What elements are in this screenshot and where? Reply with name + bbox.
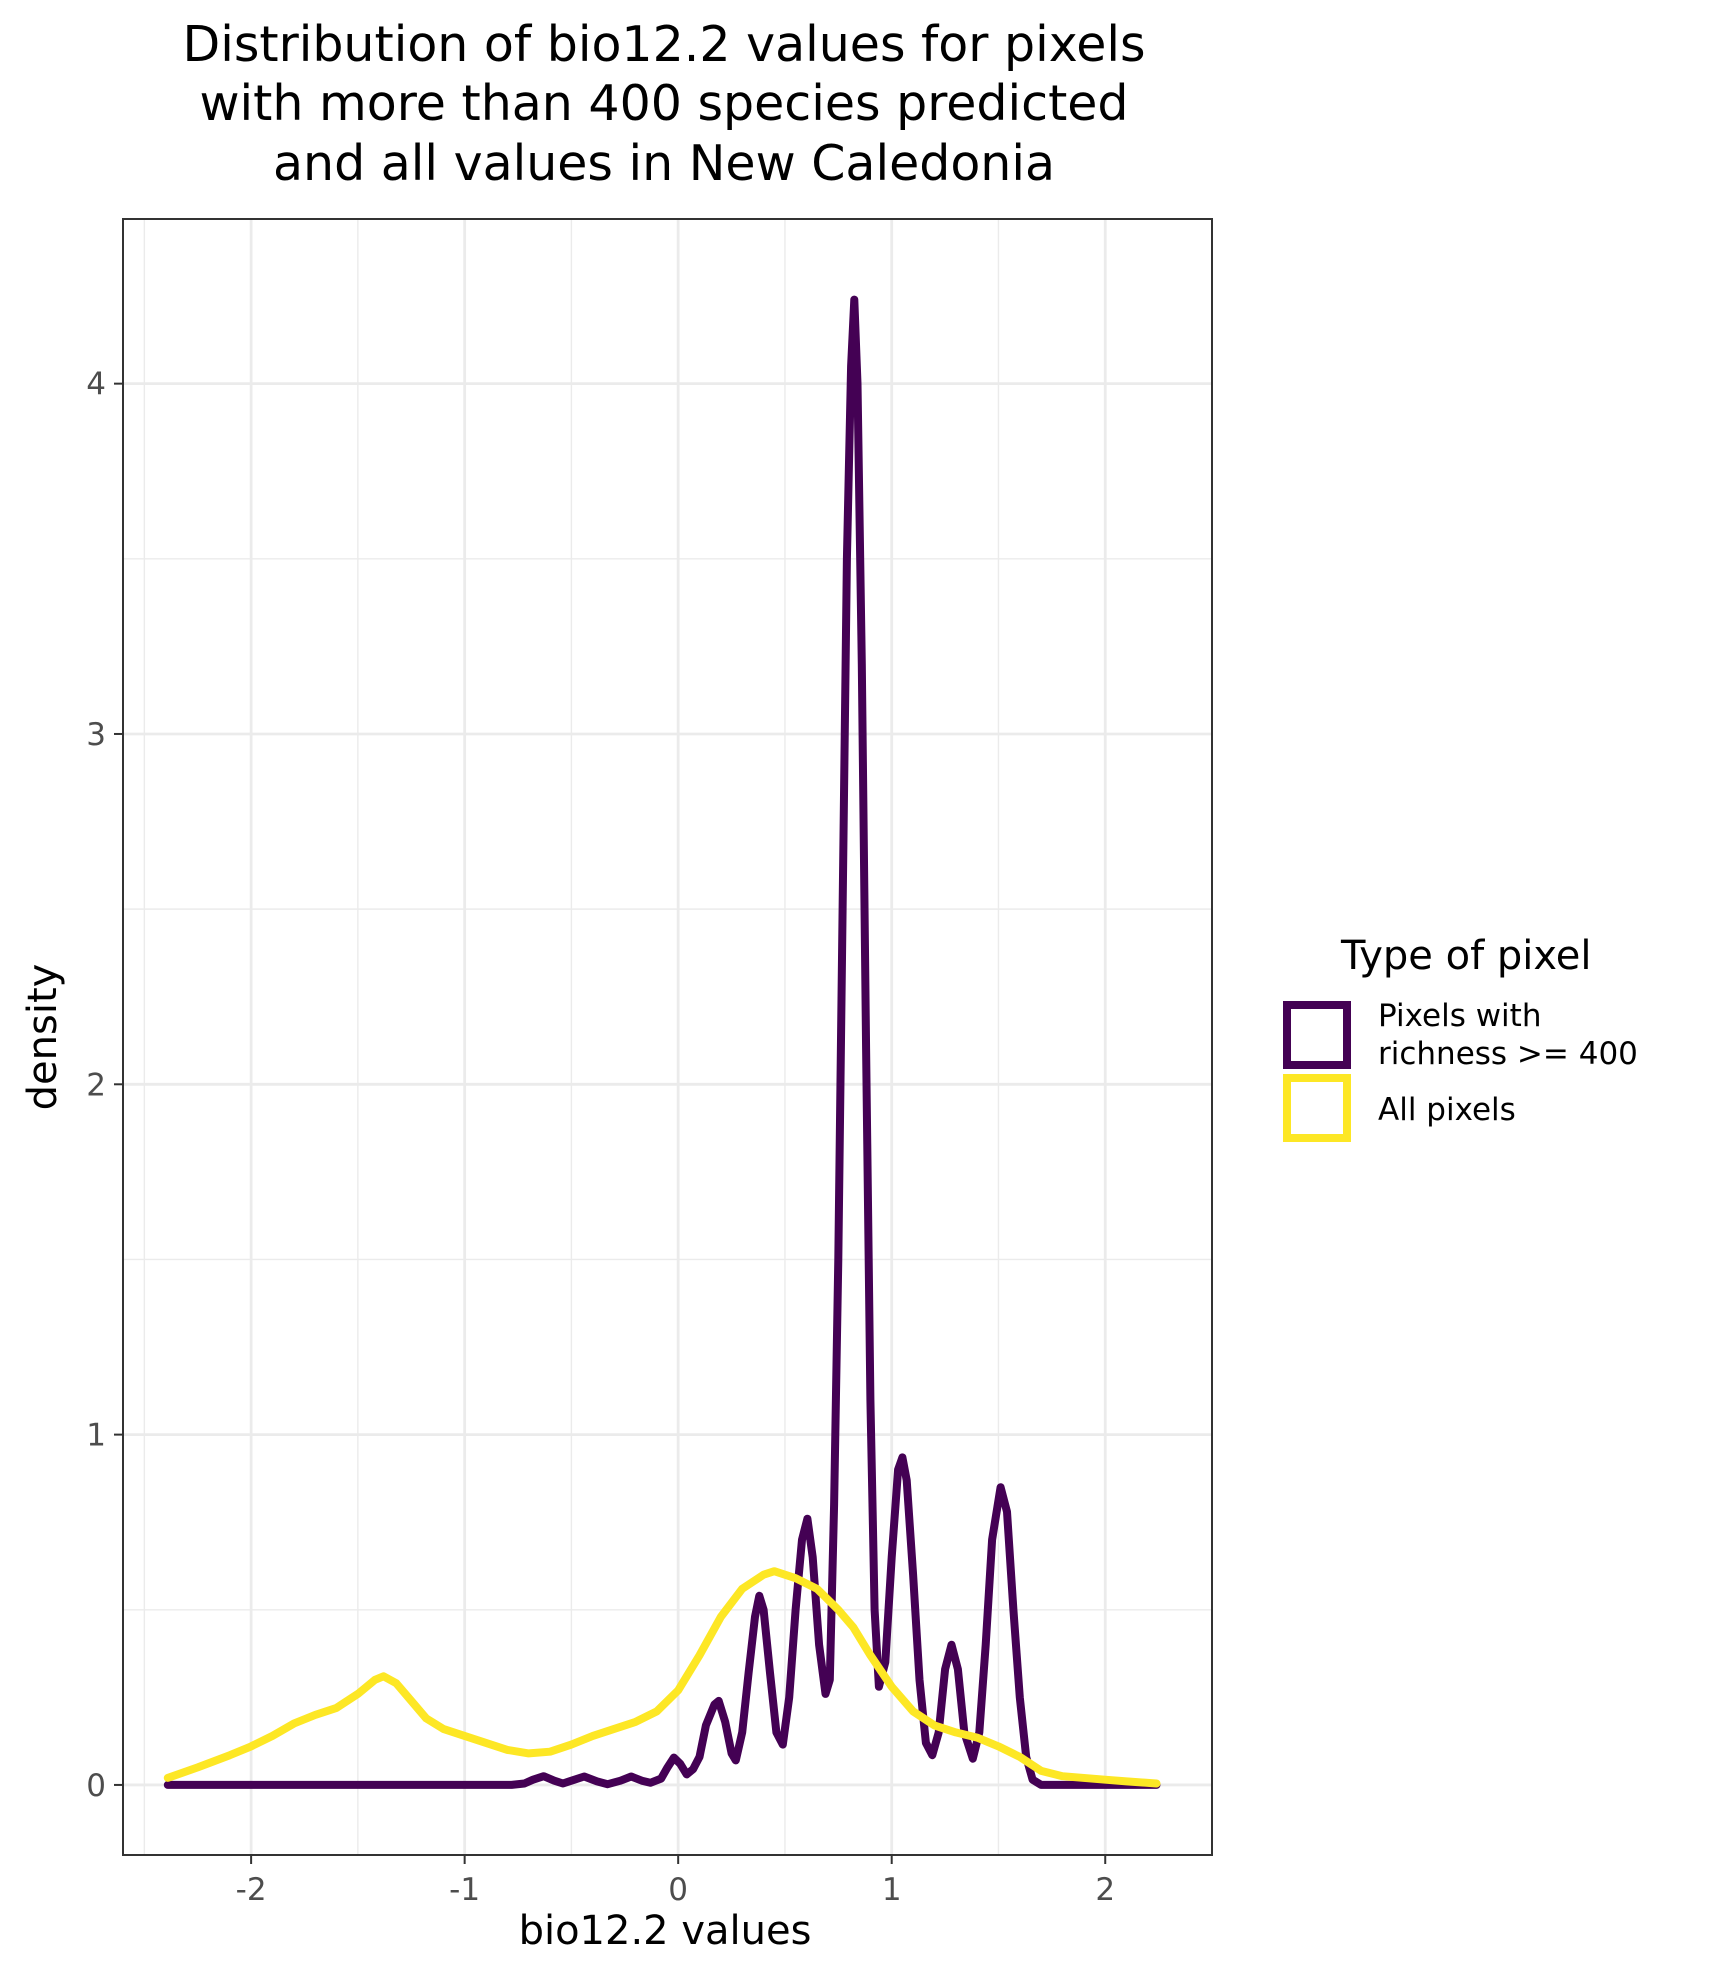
chart-title-line-2: with more than 400 species predicted bbox=[199, 75, 1128, 132]
y-tick-label: 3 bbox=[86, 717, 106, 753]
x-axis-title: bio12.2 values bbox=[519, 1908, 812, 1954]
x-tick-label: 1 bbox=[882, 1872, 902, 1908]
y-axis: 0 1 2 3 4 bbox=[86, 367, 123, 1804]
legend-key-richness bbox=[1283, 1001, 1351, 1069]
x-tick-label: -2 bbox=[236, 1872, 267, 1908]
y-axis-title: density bbox=[20, 964, 66, 1111]
legend-title: Type of pixel bbox=[1340, 933, 1592, 979]
legend-label-all-pixels: All pixels bbox=[1378, 1092, 1516, 1128]
plot-panel-border bbox=[122, 218, 1213, 1856]
density-line-series-1 bbox=[163, 295, 1161, 1789]
legend-key-all-pixels bbox=[1283, 1074, 1351, 1142]
legend-label-richness-line-1: Pixels with bbox=[1378, 998, 1541, 1034]
density-series bbox=[163, 295, 1161, 1789]
chart-title-line-3: and all values in New Caledonia bbox=[273, 135, 1055, 192]
chart-title-line-1: Distribution of bio12.2 values for pixel… bbox=[182, 16, 1145, 73]
chart-title: Distribution of bio12.2 values for pixel… bbox=[182, 16, 1145, 192]
x-tick-label: -1 bbox=[449, 1872, 480, 1908]
x-tick-label: 0 bbox=[668, 1872, 688, 1908]
y-tick-label: 2 bbox=[86, 1067, 106, 1103]
y-tick-label: 0 bbox=[86, 1768, 106, 1804]
legend-label-richness-line-2: richness >= 400 bbox=[1378, 1036, 1638, 1072]
y-tick-label: 1 bbox=[86, 1418, 106, 1454]
x-axis: -2 -1 0 1 2 bbox=[236, 1855, 1115, 1908]
density-line-series-2 bbox=[163, 1567, 1161, 1788]
y-tick-label: 4 bbox=[86, 367, 106, 403]
legend: Type of pixel Pixels with richness >= 40… bbox=[1283, 933, 1638, 1142]
x-tick-label: 2 bbox=[1095, 1872, 1115, 1908]
plot-panel bbox=[123, 219, 1212, 1855]
